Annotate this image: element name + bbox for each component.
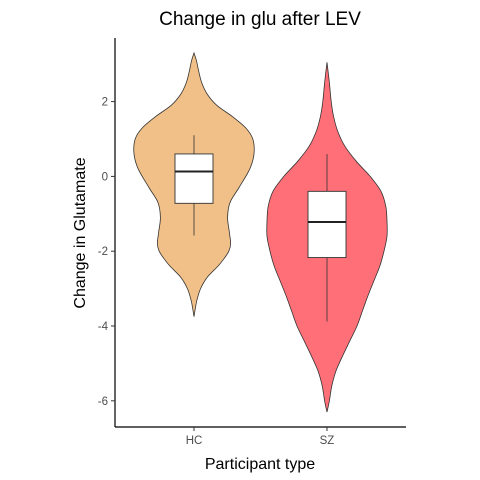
x-tick-label: HC — [186, 435, 203, 447]
y-tick-label: -4 — [98, 321, 109, 333]
y-axis-title: Change in Glutamate — [72, 157, 89, 308]
y-tick-label: 0 — [102, 171, 108, 183]
y-tick-label: -6 — [98, 396, 108, 408]
axes-layer: -6 -4 -2 0 2 HC SZ — [98, 38, 406, 447]
x-tick-label: SZ — [320, 435, 335, 447]
box — [174, 153, 214, 204]
violin-group-sz — [266, 62, 388, 413]
y-tick-label: -2 — [98, 246, 108, 258]
violin-group-hc — [133, 51, 255, 317]
violins-layer — [133, 51, 388, 413]
x-axis-title: Participant type — [205, 456, 315, 473]
y-tick-label: 2 — [102, 97, 108, 109]
box — [307, 190, 347, 259]
chart-title: Change in glu after LEV — [159, 9, 361, 30]
